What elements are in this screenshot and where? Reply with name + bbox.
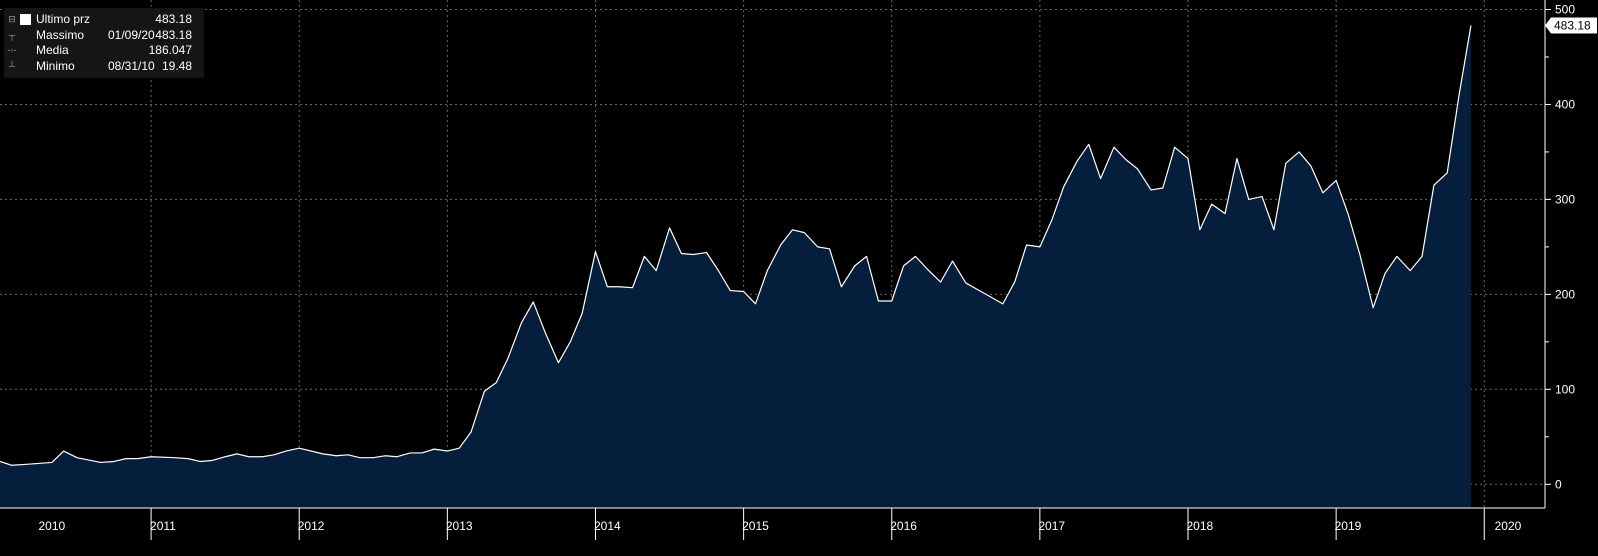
x-axis-ticks: 2010 2011 2012 2013 2014 2015 2016 2017 2018 2019… (38, 508, 1522, 540)
x-tick-label: 2016 (890, 519, 917, 533)
legend-row-maximum: ┬ Massimo 01/09/20 483.18 (4, 28, 204, 44)
legend-label: Ultimo prz (36, 12, 91, 26)
last-price-label: 483.18 (1545, 17, 1597, 34)
collapse-icon[interactable]: ⊟ (8, 14, 16, 24)
min-marker-icon: ┴ (8, 60, 16, 71)
y-tick-label: 100 (1555, 382, 1575, 396)
x-tick-label: 2018 (1187, 519, 1214, 533)
x-tick-label: 2013 (446, 519, 473, 533)
y-tick-label: 0 (1555, 477, 1562, 491)
x-tick-label: 2011 (150, 519, 176, 533)
legend-label: Minimo (36, 58, 75, 73)
legend-date: 08/31/10 (108, 58, 155, 73)
white-swatch-icon (20, 14, 31, 25)
legend-row-minimum: ┴ Minimo 08/31/10 19.48 (4, 59, 204, 75)
y-tick-label: 200 (1555, 287, 1575, 301)
last-price-value: 483.18 (1554, 18, 1591, 32)
legend-panel: ⊟ Ultimo prz 483.18 ┬ Massimo 01/09/20 4… (4, 8, 204, 78)
legend-label: Media (36, 43, 69, 57)
legend-value: 19.48 (161, 58, 192, 73)
legend-value: 483.18 (155, 12, 192, 26)
legend-value: 186.047 (148, 43, 192, 57)
x-tick-label: 2014 (594, 519, 621, 533)
x-tick-label: 2017 (1038, 519, 1065, 533)
x-tick-label: 2019 (1335, 519, 1362, 533)
last-price-tag (1545, 17, 1597, 34)
y-axis-ticks: 0 100 200 300 400 500 (1545, 2, 1575, 491)
x-tick-label: 2020 (1495, 519, 1522, 533)
legend-row-average: -◦- Media 186.047 (4, 43, 204, 59)
x-tick-label: 2015 (742, 519, 769, 533)
y-tick-label: 500 (1555, 2, 1575, 16)
price-area (0, 25, 1472, 508)
series-line (0, 25, 1472, 466)
legend-value: 483.18 (155, 27, 192, 42)
average-marker-icon: -◦- (7, 45, 17, 55)
x-tick-label: 2012 (298, 519, 325, 533)
y-tick-label: 400 (1555, 97, 1575, 111)
area-fill (0, 25, 1471, 508)
y-tick-label: 300 (1555, 192, 1575, 206)
legend-row-last-price: ⊟ Ultimo prz 483.18 (4, 12, 204, 28)
max-marker-icon: ┬ (8, 29, 16, 40)
legend-date: 01/09/20 (108, 27, 155, 42)
legend-label: Massimo (36, 27, 85, 42)
axes (0, 0, 1546, 509)
x-tick-label: 2010 (38, 519, 65, 533)
